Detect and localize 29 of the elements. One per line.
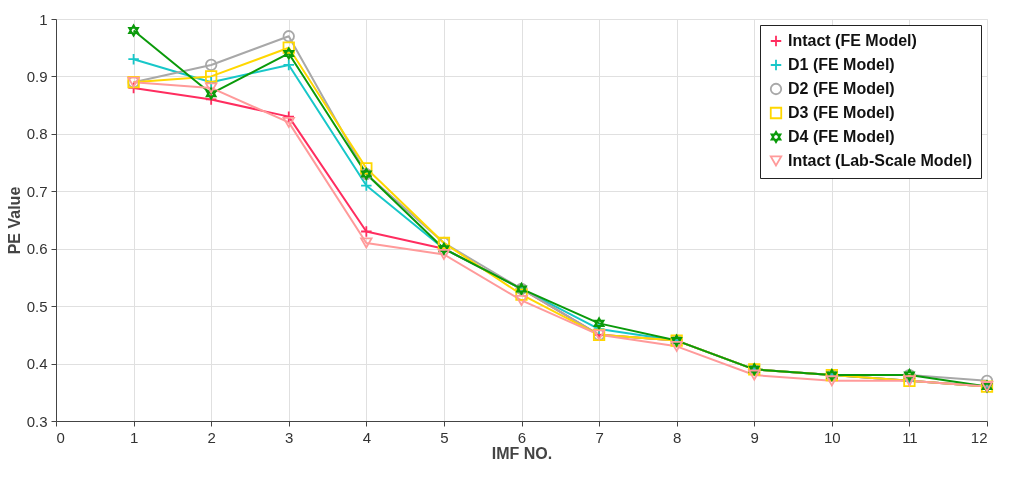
x-tick-label: 10 <box>823 428 841 446</box>
x-tick-label: 7 <box>595 428 604 446</box>
x-tick-label: 12 <box>970 428 988 446</box>
legend-label: D3 (FE Model) <box>788 104 895 121</box>
x-axis-title: IMF NO. <box>491 444 553 462</box>
y-tick-label: 0.9 <box>26 67 48 85</box>
y-axis-title: PE Value <box>5 186 23 255</box>
legend-label: D2 (FE Model) <box>788 80 895 97</box>
y-tick-label: 1 <box>39 10 48 28</box>
legend-label: Intact (FE Model) <box>788 32 917 49</box>
y-tick-label: 0.4 <box>26 355 48 373</box>
y-tick-label: 0.7 <box>26 182 48 200</box>
x-tick-label: 6 <box>517 428 527 446</box>
x-tick-label: 0 <box>56 428 65 446</box>
x-tick-label: 3 <box>285 428 294 446</box>
x-tick-label: 8 <box>672 428 682 446</box>
y-tick-label: 0.8 <box>26 125 48 143</box>
legend-label: D4 (FE Model) <box>788 128 895 145</box>
legend-label: D1 (FE Model) <box>788 56 895 73</box>
x-tick-label: 4 <box>362 428 372 446</box>
x-tick-label: 5 <box>440 428 449 446</box>
x-tick-label: 11 <box>902 428 918 446</box>
x-tick-label: 2 <box>207 428 216 446</box>
x-tick-label: 9 <box>750 428 759 446</box>
y-tick-label: 0.6 <box>26 240 48 258</box>
legend-label: Intact (Lab-Scale Model) <box>788 152 973 169</box>
x-tick-label: 1 <box>129 428 139 446</box>
y-tick-label: 0.5 <box>26 297 48 315</box>
y-tick-label: 0.3 <box>26 412 48 430</box>
